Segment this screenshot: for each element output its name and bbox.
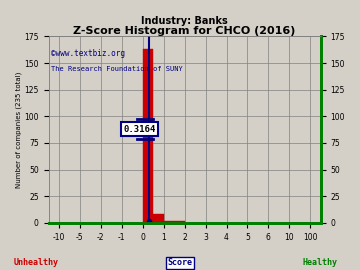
Bar — [164, 221, 185, 223]
Text: Industry: Banks: Industry: Banks — [141, 16, 228, 26]
Text: ©www.textbiz.org: ©www.textbiz.org — [51, 49, 125, 59]
Y-axis label: Number of companies (235 total): Number of companies (235 total) — [15, 72, 22, 188]
Bar — [143, 49, 153, 223]
Text: Unhealthy: Unhealthy — [14, 258, 58, 267]
Bar — [153, 214, 164, 223]
Title: Z-Score Histogram for CHCO (2016): Z-Score Histogram for CHCO (2016) — [73, 26, 296, 36]
Text: 0.3164: 0.3164 — [123, 124, 156, 134]
Text: The Research Foundation of SUNY: The Research Foundation of SUNY — [51, 66, 183, 72]
Text: Score: Score — [167, 258, 193, 267]
Text: Healthy: Healthy — [303, 258, 338, 267]
